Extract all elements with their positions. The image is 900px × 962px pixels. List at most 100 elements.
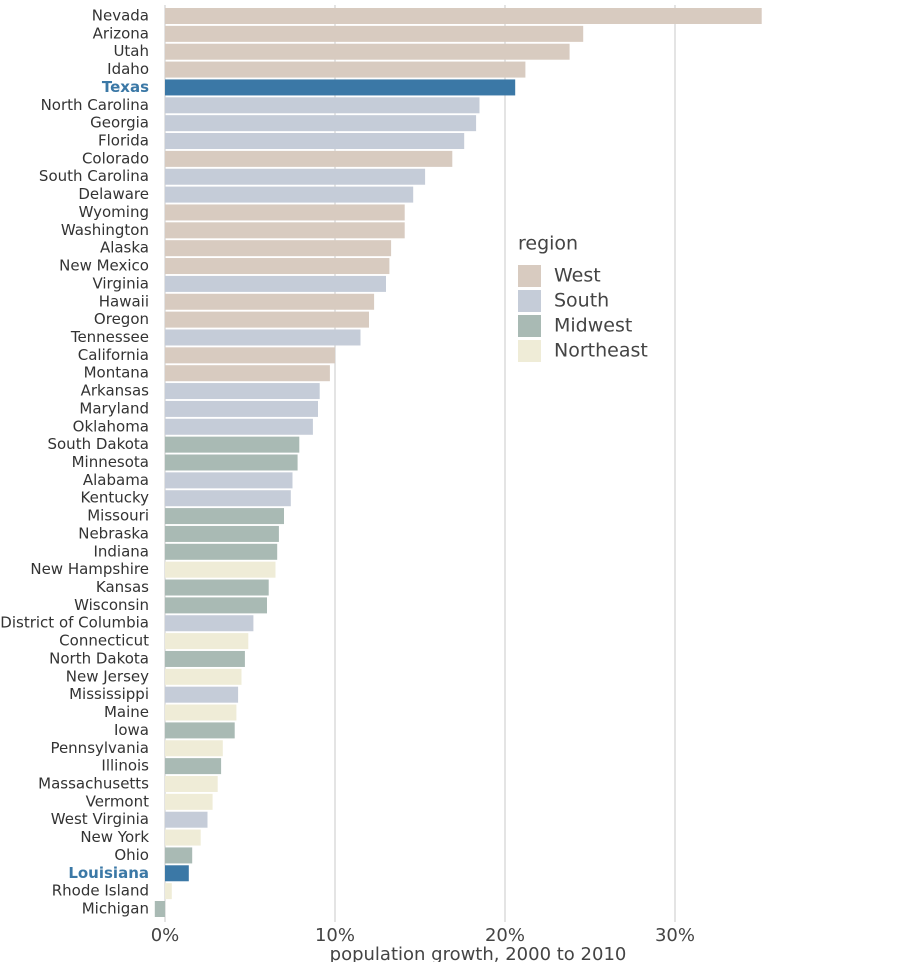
bar — [165, 561, 276, 578]
bar — [165, 311, 369, 328]
y-tick-label: Georgia — [90, 114, 149, 132]
y-tick-label: Nevada — [92, 7, 149, 25]
bar — [165, 150, 453, 167]
y-tick-label: Alabama — [83, 471, 149, 489]
legend-label: Midwest — [554, 315, 632, 337]
bar — [165, 275, 386, 292]
y-tick-label: South Carolina — [39, 167, 149, 185]
y-tick-label: Florida — [98, 132, 149, 150]
bar — [165, 758, 222, 775]
y-tick-label: Montana — [84, 364, 149, 382]
y-tick-label: Indiana — [93, 542, 149, 560]
bar — [165, 740, 223, 757]
legend-title: region — [518, 233, 578, 255]
y-tick-label: New Jersey — [66, 667, 149, 685]
bar — [165, 168, 426, 185]
bar — [165, 79, 516, 96]
x-axis-label: population growth, 2000 to 2010 — [330, 944, 627, 962]
y-tick-label: New Hampshire — [30, 560, 149, 578]
bar — [165, 133, 465, 150]
y-tick-label: Maine — [104, 703, 149, 721]
y-tick-label: Massachusetts — [38, 774, 149, 792]
y-tick-label: Missouri — [87, 507, 149, 525]
y-tick-label: New York — [80, 828, 149, 846]
x-tick-label: 20% — [485, 925, 525, 946]
bar — [165, 543, 278, 560]
bar — [165, 383, 320, 400]
y-tick-label: South Dakota — [47, 435, 149, 453]
y-tick-label: Michigan — [82, 900, 149, 918]
bar — [165, 775, 218, 792]
bar — [165, 400, 318, 417]
legend-swatch — [518, 265, 541, 287]
bar — [165, 650, 245, 667]
bar — [165, 472, 293, 489]
bar — [165, 186, 414, 203]
legend-swatch — [518, 290, 541, 312]
y-tick-label: Illinois — [101, 757, 149, 775]
bar — [165, 329, 361, 346]
bar — [165, 722, 235, 739]
y-tick-label: Virginia — [92, 274, 149, 292]
y-tick-label: New Mexico — [59, 257, 149, 275]
bar — [165, 508, 284, 525]
bar — [165, 8, 762, 24]
y-tick-label: Wisconsin — [74, 596, 149, 614]
y-tick-label: Texas — [102, 78, 149, 96]
y-tick-label: Kentucky — [81, 489, 150, 507]
y-tick-label: Utah — [113, 42, 149, 60]
bar — [165, 811, 208, 828]
y-tick-label: Delaware — [78, 185, 149, 203]
bar — [165, 240, 392, 257]
x-tick-label: 10% — [315, 925, 355, 946]
bar — [165, 436, 300, 453]
bar — [165, 633, 249, 650]
bar — [165, 347, 335, 364]
bar — [165, 25, 584, 42]
bar — [165, 615, 254, 632]
y-tick-label: Arkansas — [81, 382, 150, 400]
y-tick-label: District of Columbia — [0, 614, 149, 632]
y-tick-label: North Carolina — [41, 96, 149, 114]
y-tick-label: Kansas — [96, 578, 149, 596]
y-tick-label: Arizona — [93, 24, 149, 42]
y-tick-label: Maryland — [79, 399, 149, 417]
bar — [165, 454, 298, 471]
legend-label: Northeast — [554, 340, 648, 362]
y-tick-label: Louisiana — [68, 864, 149, 882]
bar — [165, 686, 239, 703]
legend-label: South — [554, 290, 609, 312]
y-tick-label: West Virginia — [51, 810, 149, 828]
y-tick-label: Ohio — [114, 846, 149, 864]
bar — [165, 204, 405, 221]
y-tick-label: Nebraska — [78, 524, 149, 542]
bar — [165, 43, 570, 60]
y-tick-label: Rhode Island — [52, 882, 149, 900]
bar — [165, 418, 313, 435]
y-tick-label: Minnesota — [72, 453, 149, 471]
bar — [165, 865, 189, 882]
y-tick-label: Vermont — [86, 792, 150, 810]
y-tick-label: Pennsylvania — [50, 739, 149, 757]
bar — [165, 579, 269, 596]
y-tick-label: Colorado — [82, 149, 149, 167]
bar — [165, 597, 267, 614]
y-tick-label: Oklahoma — [73, 417, 149, 435]
y-tick-label: Alaska — [100, 239, 149, 257]
bar — [165, 525, 279, 542]
x-tick-label: 0% — [151, 925, 180, 946]
y-tick-label: California — [78, 346, 149, 364]
bar — [154, 901, 165, 917]
y-tick-label: Idaho — [107, 60, 149, 78]
y-tick-label: Wyoming — [79, 203, 149, 221]
bar — [165, 704, 237, 721]
bar — [165, 258, 390, 275]
legend-label: West — [554, 265, 601, 287]
y-tick-label: Oregon — [94, 310, 149, 328]
bar — [165, 490, 291, 507]
legend-swatch — [518, 315, 541, 337]
bar — [165, 293, 375, 310]
bar — [165, 883, 172, 900]
